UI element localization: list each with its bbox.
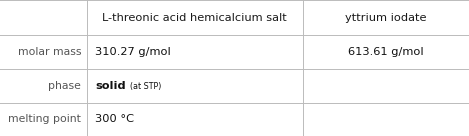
Text: solid: solid — [95, 81, 126, 91]
Text: phase: phase — [48, 81, 81, 91]
Text: L-threonic acid hemicalcium salt: L-threonic acid hemicalcium salt — [102, 13, 287, 23]
Text: yttrium iodate: yttrium iodate — [345, 13, 426, 23]
Text: molar mass: molar mass — [18, 47, 81, 57]
Text: 613.61 g/mol: 613.61 g/mol — [348, 47, 424, 57]
Text: 310.27 g/mol: 310.27 g/mol — [95, 47, 171, 57]
Text: (at STP): (at STP) — [130, 82, 161, 91]
Text: 300 °C: 300 °C — [95, 114, 134, 124]
Text: melting point: melting point — [8, 114, 81, 124]
